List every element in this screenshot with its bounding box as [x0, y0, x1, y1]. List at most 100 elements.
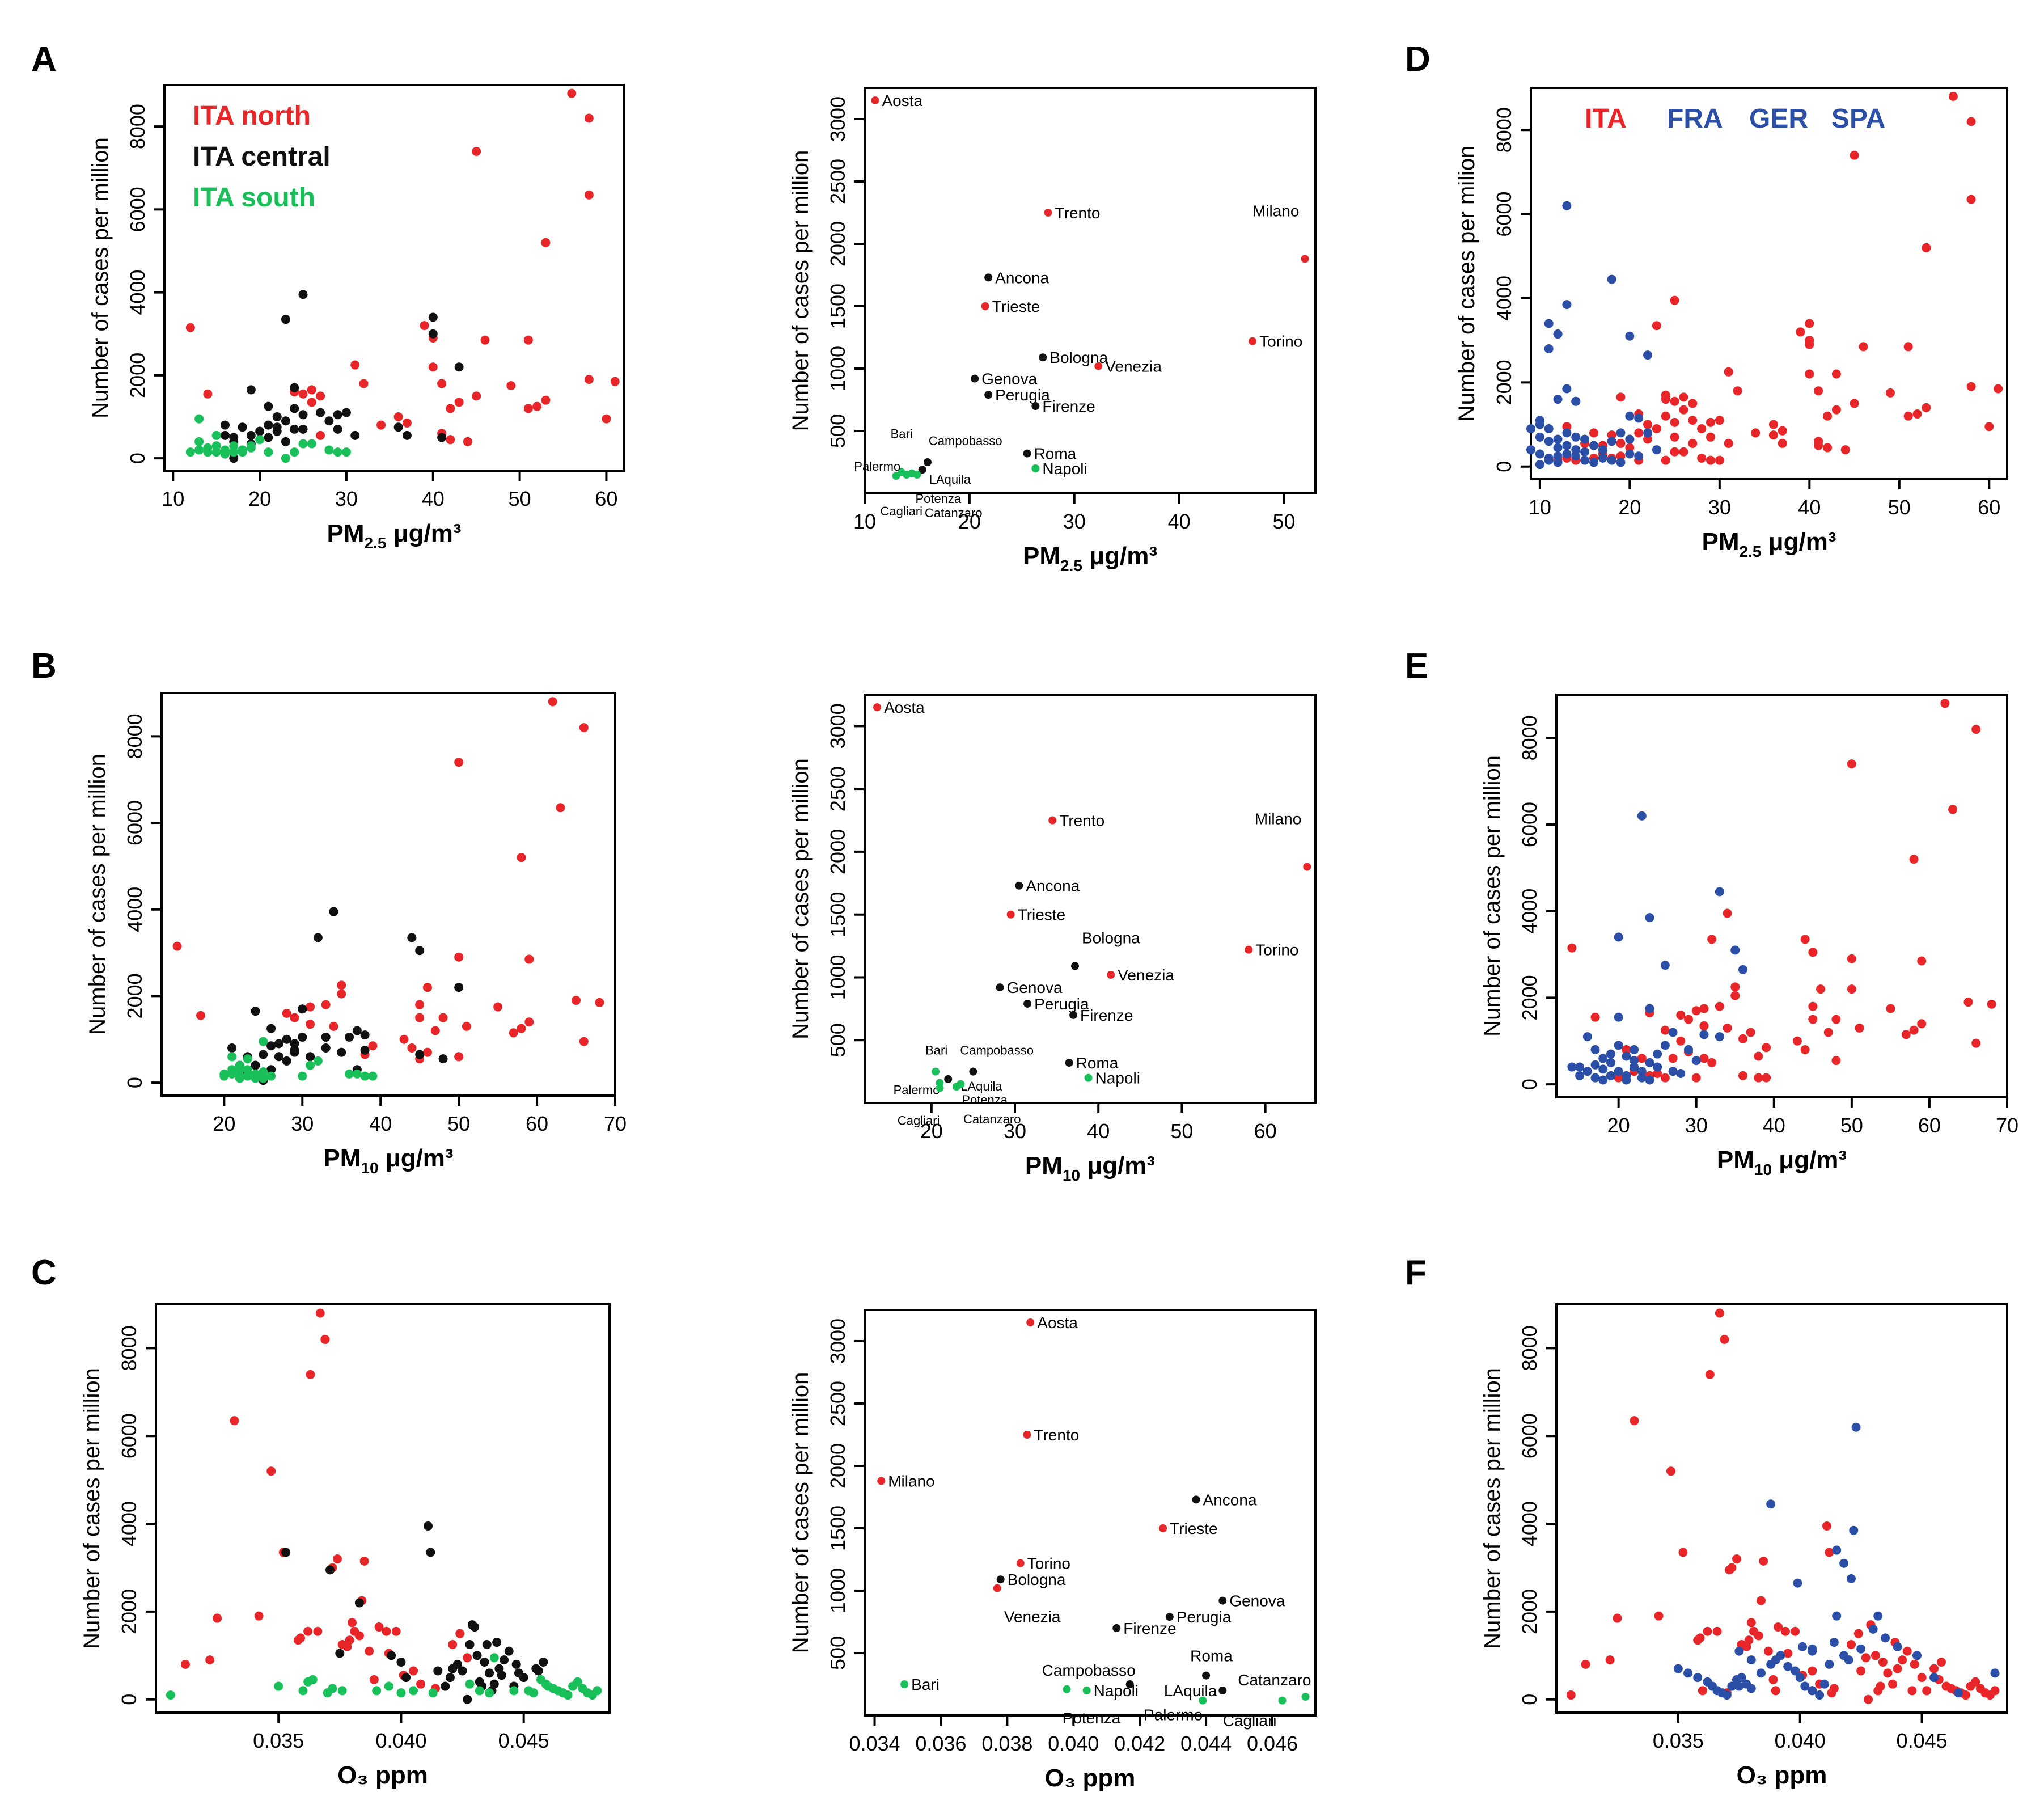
- data-point: [1691, 1056, 1701, 1066]
- data-point: [1910, 1659, 1919, 1669]
- data-point-trento: [1044, 209, 1052, 217]
- x-tick-label: 0.038: [981, 1732, 1032, 1755]
- data-point-aosta: [1026, 1318, 1035, 1326]
- data-point: [579, 1037, 589, 1046]
- panel-label-d: D: [1405, 40, 1431, 79]
- x-tick-label: 70: [604, 1112, 627, 1135]
- data-point: [428, 1688, 438, 1698]
- data-point: [1706, 455, 1715, 465]
- data-point: [203, 447, 213, 457]
- point-label-firenze: Firenze: [1123, 1620, 1176, 1637]
- data-point: [345, 1635, 354, 1645]
- data-point: [472, 1651, 482, 1660]
- data-point: [454, 1052, 464, 1062]
- data-point: [1762, 1073, 1771, 1083]
- data-point: [1881, 1633, 1890, 1643]
- point-label-catanzaro: Catanzaro: [1238, 1671, 1311, 1689]
- data-point: [428, 312, 438, 322]
- data-point: [1625, 443, 1635, 453]
- point-label-campobasso: Campobasso: [1042, 1662, 1136, 1679]
- chart-c-right: 0.034 0.036 0.038 0.040 0.042 0.044 0.046 500 10…: [788, 1309, 1317, 1792]
- data-point: [1575, 1071, 1585, 1080]
- data-point: [1668, 1054, 1678, 1063]
- data-point: [1827, 1688, 1836, 1698]
- data-point: [1990, 1668, 2000, 1678]
- x-tick-label: 30: [291, 1112, 314, 1135]
- data-point: [266, 1041, 276, 1051]
- data-point: [1645, 1075, 1654, 1085]
- plot-frame: [864, 1309, 1317, 1717]
- data-point: [333, 424, 342, 434]
- data-point: [1851, 1422, 1861, 1432]
- data-point: [1613, 1613, 1622, 1623]
- point-label-palermo: Palermo: [1144, 1706, 1203, 1724]
- data-point: [1706, 417, 1715, 427]
- data-point: [1645, 913, 1654, 923]
- data-point: [1805, 336, 1814, 345]
- x-axis-label-main: PM: [1702, 528, 1740, 556]
- data-point: [1734, 1646, 1744, 1656]
- data-point: [454, 983, 464, 992]
- y-axis-label: Number of cases per million: [1480, 1368, 1505, 1649]
- point-label-trieste: Trieste: [1018, 906, 1066, 924]
- data-point: [1778, 438, 1787, 448]
- data-point: [556, 803, 565, 813]
- data-point: [255, 435, 265, 445]
- data-point: [1791, 1626, 1800, 1636]
- data-point: [227, 1043, 237, 1053]
- point-label-genova: Genova: [981, 370, 1037, 388]
- point-label-venezia: Venezia: [1105, 358, 1162, 375]
- data-point: [333, 410, 342, 420]
- y-tick-label: 500: [826, 414, 849, 448]
- data-point: [345, 1069, 354, 1079]
- data-point: [296, 1633, 306, 1643]
- chart-f: 0.035 0.040 0.045 0 2000 4000 6000 8000 O₃ ppm Nu…: [1480, 1303, 2008, 1789]
- data-point: [1676, 1069, 1686, 1079]
- data-point: [1762, 1043, 1771, 1053]
- data-point: [415, 946, 425, 956]
- x-tick-label: 40: [369, 1112, 392, 1135]
- data-point: [1798, 1642, 1808, 1651]
- data-point: [1653, 1069, 1662, 1079]
- data-point: [1607, 430, 1616, 440]
- data-point: [1819, 1679, 1829, 1689]
- data-point: [493, 1002, 503, 1012]
- data-point: [1829, 1638, 1839, 1647]
- x-tick-label: 0.045: [498, 1729, 549, 1752]
- data-point: [313, 1056, 323, 1066]
- data-point: [422, 1047, 432, 1057]
- chart-c-left: 0.035 0.040 0.045 0 2000 4000 6000 8000 O₃ ppm Nu…: [79, 1303, 611, 1789]
- point-label-roma: Roma: [1076, 1054, 1119, 1072]
- data-point-torino: [1245, 945, 1253, 954]
- data-point-trento: [1023, 1431, 1031, 1439]
- data-point: [337, 1686, 347, 1696]
- data-point: [298, 290, 308, 299]
- legend-entry: ITA south: [193, 183, 315, 213]
- y-tick-label: 2000: [126, 353, 149, 398]
- series-ita-central: [281, 1521, 548, 1704]
- data-point: [1723, 1023, 1732, 1033]
- x-tick-label: 20: [248, 487, 271, 510]
- data-point: [1614, 1073, 1623, 1083]
- data-point: [1637, 1067, 1647, 1076]
- data-point: [1589, 441, 1598, 450]
- data-point: [1832, 1545, 1842, 1555]
- data-point: [409, 1686, 418, 1696]
- data-point: [1637, 1054, 1647, 1063]
- data-point: [341, 408, 351, 417]
- x-axis-label: PM10 μg/m³: [323, 1144, 453, 1177]
- data-point: [1754, 1631, 1763, 1641]
- data-point: [1966, 382, 1976, 391]
- point-label-palermo: Palermo: [854, 459, 900, 474]
- data-point: [337, 989, 346, 999]
- data-point: [489, 1679, 499, 1689]
- data-point: [1562, 441, 1572, 450]
- point-label-trieste: Trieste: [1170, 1520, 1218, 1537]
- data-point: [1898, 1655, 1907, 1665]
- data-point: [428, 329, 438, 339]
- series-ita-south: [166, 1653, 602, 1700]
- data-point: [1795, 1673, 1805, 1683]
- data-point: [1893, 1664, 1902, 1673]
- data-point: [194, 445, 204, 455]
